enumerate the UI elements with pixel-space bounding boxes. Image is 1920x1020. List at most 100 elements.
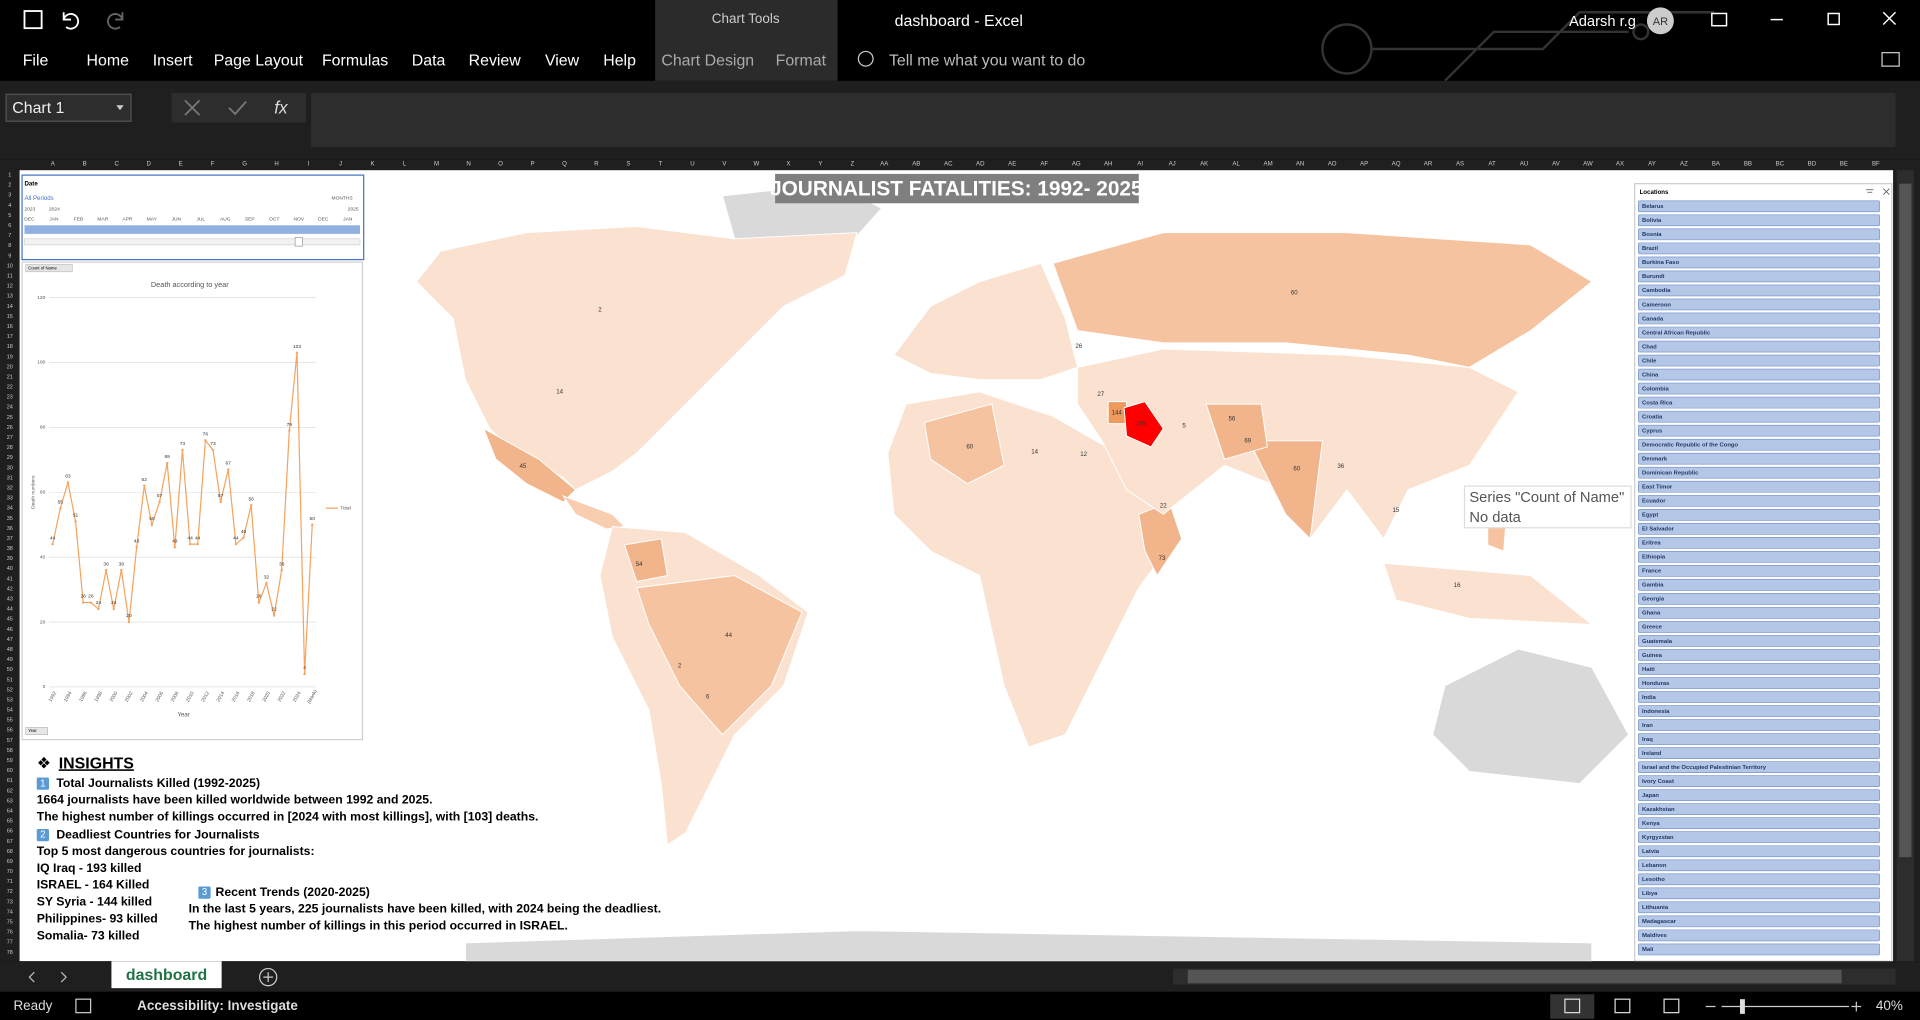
- timeline-month[interactable]: MAR: [97, 216, 108, 222]
- menu-item[interactable]: Home: [87, 52, 130, 69]
- slicer-item[interactable]: [1638, 326, 1880, 339]
- slicer-item[interactable]: [1638, 354, 1880, 367]
- menu-item[interactable]: Data: [412, 52, 446, 69]
- slicer-item[interactable]: [1638, 551, 1880, 563]
- slicer-item[interactable]: [1638, 929, 1880, 942]
- timeline-month[interactable]: DEC: [318, 216, 329, 222]
- slicer-item[interactable]: [1638, 873, 1880, 886]
- timeline-month[interactable]: JUL: [196, 216, 205, 222]
- cancel-icon[interactable]: [184, 99, 201, 116]
- view-layout[interactable]: [1614, 998, 1631, 1014]
- name-box[interactable]: [5, 93, 132, 122]
- slicer-buttons[interactable]: [1866, 188, 1890, 195]
- timeline-bar[interactable]: [24, 225, 360, 234]
- slicer-item[interactable]: [1638, 410, 1880, 423]
- macro-icon[interactable]: [75, 998, 92, 1014]
- slicer-item[interactable]: [1638, 396, 1880, 409]
- redo-icon[interactable]: [107, 12, 124, 30]
- slicer-item[interactable]: [1638, 368, 1880, 381]
- menu-item[interactable]: Insert: [153, 52, 193, 69]
- slicer-item[interactable]: [1638, 522, 1880, 535]
- timeline-month[interactable]: AUG: [220, 216, 231, 222]
- fx-icon[interactable]: fx: [274, 98, 289, 118]
- timeline-unit[interactable]: MONTHS: [332, 196, 354, 202]
- slicer-item[interactable]: [1638, 593, 1880, 605]
- slicer-item[interactable]: [1638, 312, 1880, 325]
- slicer-item[interactable]: [1638, 508, 1880, 521]
- field-button[interactable]: [25, 727, 48, 735]
- menu-item[interactable]: Page Layout: [214, 52, 304, 69]
- slicer-item[interactable]: [1638, 536, 1880, 549]
- menu-item[interactable]: File: [23, 52, 49, 69]
- slicer-item[interactable]: [1638, 677, 1880, 689]
- timeline-month[interactable]: OCT: [269, 216, 279, 222]
- slicer-item[interactable]: [1638, 775, 1880, 787]
- slicer-item[interactable]: [1638, 256, 1880, 269]
- slicer-item[interactable]: [1638, 382, 1880, 395]
- slicer-item[interactable]: [1638, 284, 1880, 297]
- slicer-item[interactable]: [1638, 635, 1880, 647]
- h-scroll-thumb[interactable]: [1187, 969, 1842, 984]
- timeline-month[interactable]: SEP: [245, 216, 255, 222]
- slicer-item[interactable]: [1638, 915, 1880, 928]
- slicer-item[interactable]: [1638, 228, 1880, 241]
- slicer-item[interactable]: [1638, 200, 1880, 213]
- slicer-item[interactable]: [1638, 438, 1880, 451]
- menu-item[interactable]: Format: [776, 52, 827, 69]
- slicer-item[interactable]: [1638, 705, 1880, 717]
- slicer-item[interactable]: [1638, 747, 1880, 759]
- slicer-item[interactable]: [1638, 607, 1880, 619]
- slicer-item[interactable]: [1638, 242, 1880, 255]
- enter-icon[interactable]: [228, 101, 247, 116]
- add-sheet[interactable]: [258, 967, 278, 987]
- window-controls[interactable]: [1711, 11, 1897, 27]
- sheet-tab[interactable]: [111, 961, 222, 989]
- slicer-item[interactable]: [1638, 340, 1880, 353]
- timeline-month[interactable]: MAY: [147, 216, 158, 222]
- slicer-item[interactable]: [1638, 803, 1880, 816]
- slicer-item[interactable]: [1638, 691, 1880, 703]
- tell-me[interactable]: Tell me what you want to do: [889, 52, 1085, 69]
- slicer-item[interactable]: [1638, 270, 1880, 283]
- timeline-month[interactable]: DEC: [24, 216, 35, 222]
- slicer-item[interactable]: [1638, 494, 1880, 507]
- avatar[interactable]: [1646, 7, 1674, 35]
- save-icon[interactable]: [23, 10, 43, 30]
- slicer-item[interactable]: [1638, 845, 1880, 858]
- undo-icon[interactable]: [62, 12, 80, 30]
- slicer-item[interactable]: [1638, 452, 1880, 465]
- timeline-month[interactable]: JAN: [49, 216, 59, 222]
- slicer-item[interactable]: [1638, 887, 1880, 900]
- timeline-month[interactable]: JUN: [172, 216, 182, 222]
- zoom-thumb[interactable]: [1740, 999, 1745, 1014]
- slicer-item[interactable]: [1638, 943, 1880, 956]
- menu-item[interactable]: Formulas: [322, 52, 388, 69]
- slicer-item[interactable]: [1638, 831, 1880, 844]
- timeline-month[interactable]: APR: [122, 216, 133, 222]
- slicer-item[interactable]: [1638, 466, 1880, 479]
- view-normal[interactable]: [1550, 994, 1595, 1019]
- slicer-item[interactable]: [1638, 901, 1880, 914]
- timeline-month[interactable]: NOV: [293, 216, 304, 222]
- comments-icon[interactable]: [1881, 52, 1900, 67]
- view-break[interactable]: [1663, 998, 1680, 1014]
- scroll-thumb[interactable]: [1899, 183, 1912, 858]
- menu-item[interactable]: Chart Design: [661, 52, 754, 69]
- timeline-month[interactable]: FEB: [74, 216, 83, 222]
- field-button[interactable]: [25, 264, 73, 273]
- formula-input[interactable]: [311, 93, 1896, 147]
- slicer-item[interactable]: [1638, 663, 1880, 675]
- menu-item[interactable]: Help: [603, 52, 636, 69]
- slicer-item[interactable]: [1638, 859, 1880, 872]
- slicer-item[interactable]: [1638, 565, 1880, 577]
- slicer-item[interactable]: [1638, 621, 1880, 633]
- slicer-item[interactable]: [1638, 214, 1880, 227]
- zoom-slider[interactable]: [1705, 1001, 1862, 1012]
- slicer-item[interactable]: [1638, 761, 1880, 773]
- slicer-item[interactable]: [1638, 579, 1880, 591]
- timeline-scroll[interactable]: [24, 238, 361, 246]
- slicer-item[interactable]: [1638, 424, 1880, 437]
- slicer-item[interactable]: [1638, 480, 1880, 493]
- status-accessibility[interactable]: Accessibility: Investigate: [137, 998, 298, 1013]
- menu-item[interactable]: View: [545, 52, 580, 69]
